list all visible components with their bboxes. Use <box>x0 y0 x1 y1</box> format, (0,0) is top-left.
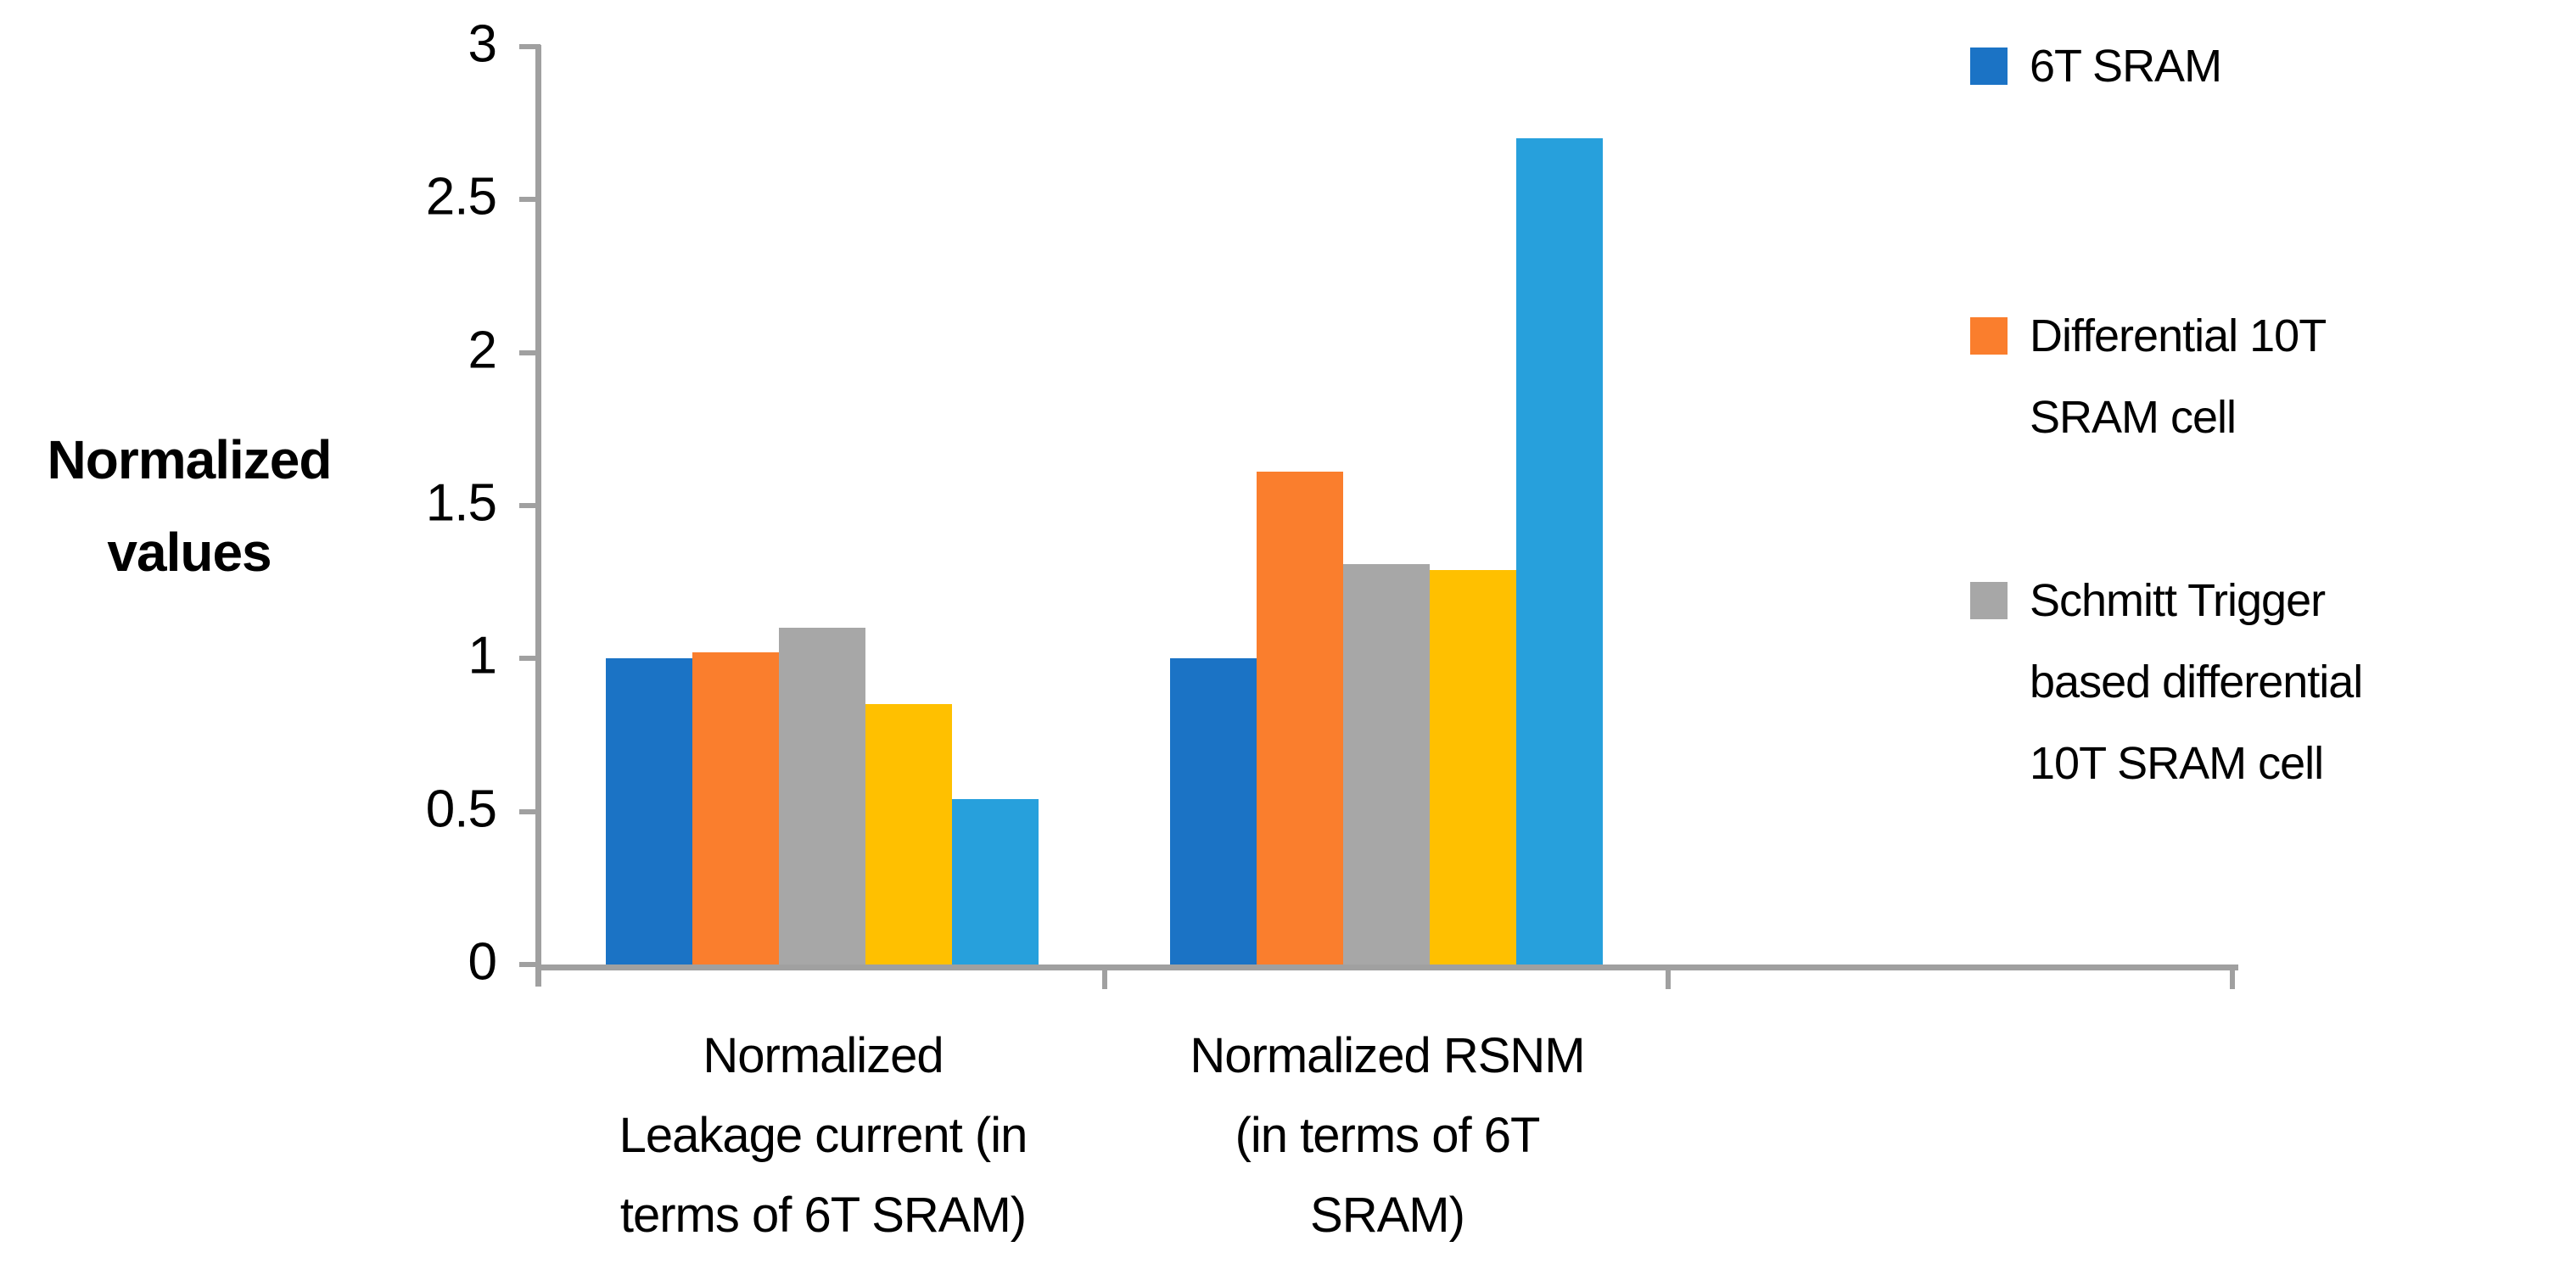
y-tick-label: 3 <box>468 14 497 74</box>
y-tick-label: 1.5 <box>425 473 497 533</box>
y-tick-mark <box>519 44 540 49</box>
y-tick-label: 0 <box>468 932 497 992</box>
x-tick-mark <box>1666 964 1671 989</box>
bar-series3-cat1 <box>779 628 865 964</box>
x-tick-mark <box>2230 964 2235 989</box>
legend-swatch-6t-sram-icon <box>1970 48 2008 85</box>
legend-swatch-differential-10t-icon <box>1970 317 2008 355</box>
y-axis-line <box>535 45 541 987</box>
legend-label-differential-10t: Differential 10T SRAM cell <box>2030 310 2327 443</box>
x-category-label-rsnm: Normalized RSNM (in terms of 6T SRAM) <box>1190 1028 1585 1243</box>
x-axis-line <box>535 964 2238 970</box>
bar-series5-cat2 <box>1516 138 1603 964</box>
y-tick-mark <box>519 350 540 355</box>
y-tick-mark <box>519 656 540 661</box>
legend-swatch-schmitt-trigger-icon <box>1970 582 2008 619</box>
bar-series4-cat1 <box>865 704 952 964</box>
y-tick-label: 2 <box>468 321 497 380</box>
bar-series5-cat1 <box>952 799 1039 964</box>
y-tick-mark <box>519 962 540 967</box>
bar-series2-cat1 <box>692 652 779 964</box>
y-axis-title: Normalized values <box>47 429 333 583</box>
bar-series3-cat2 <box>1343 564 1430 964</box>
y-tick-label: 1 <box>468 626 497 685</box>
legend-label-schmitt-trigger: Schmitt Trigger based differential 10T S… <box>2030 575 2363 789</box>
bar-series4-cat2 <box>1430 570 1516 964</box>
y-tick-label: 0.5 <box>425 780 497 839</box>
y-tick-mark <box>519 809 540 814</box>
legend-label-6t-sram: 6T SRAM <box>2030 41 2222 92</box>
bar-series1-cat2 <box>1170 658 1257 964</box>
bar-series2-cat2 <box>1257 472 1343 964</box>
y-tick-label: 2.5 <box>425 167 497 226</box>
y-tick-mark <box>519 197 540 202</box>
x-category-label-leakage: Normalized Leakage current (in terms of … <box>619 1028 1028 1243</box>
bar-series1-cat1 <box>606 658 692 964</box>
x-tick-mark <box>1102 964 1107 989</box>
y-tick-mark <box>519 503 540 508</box>
